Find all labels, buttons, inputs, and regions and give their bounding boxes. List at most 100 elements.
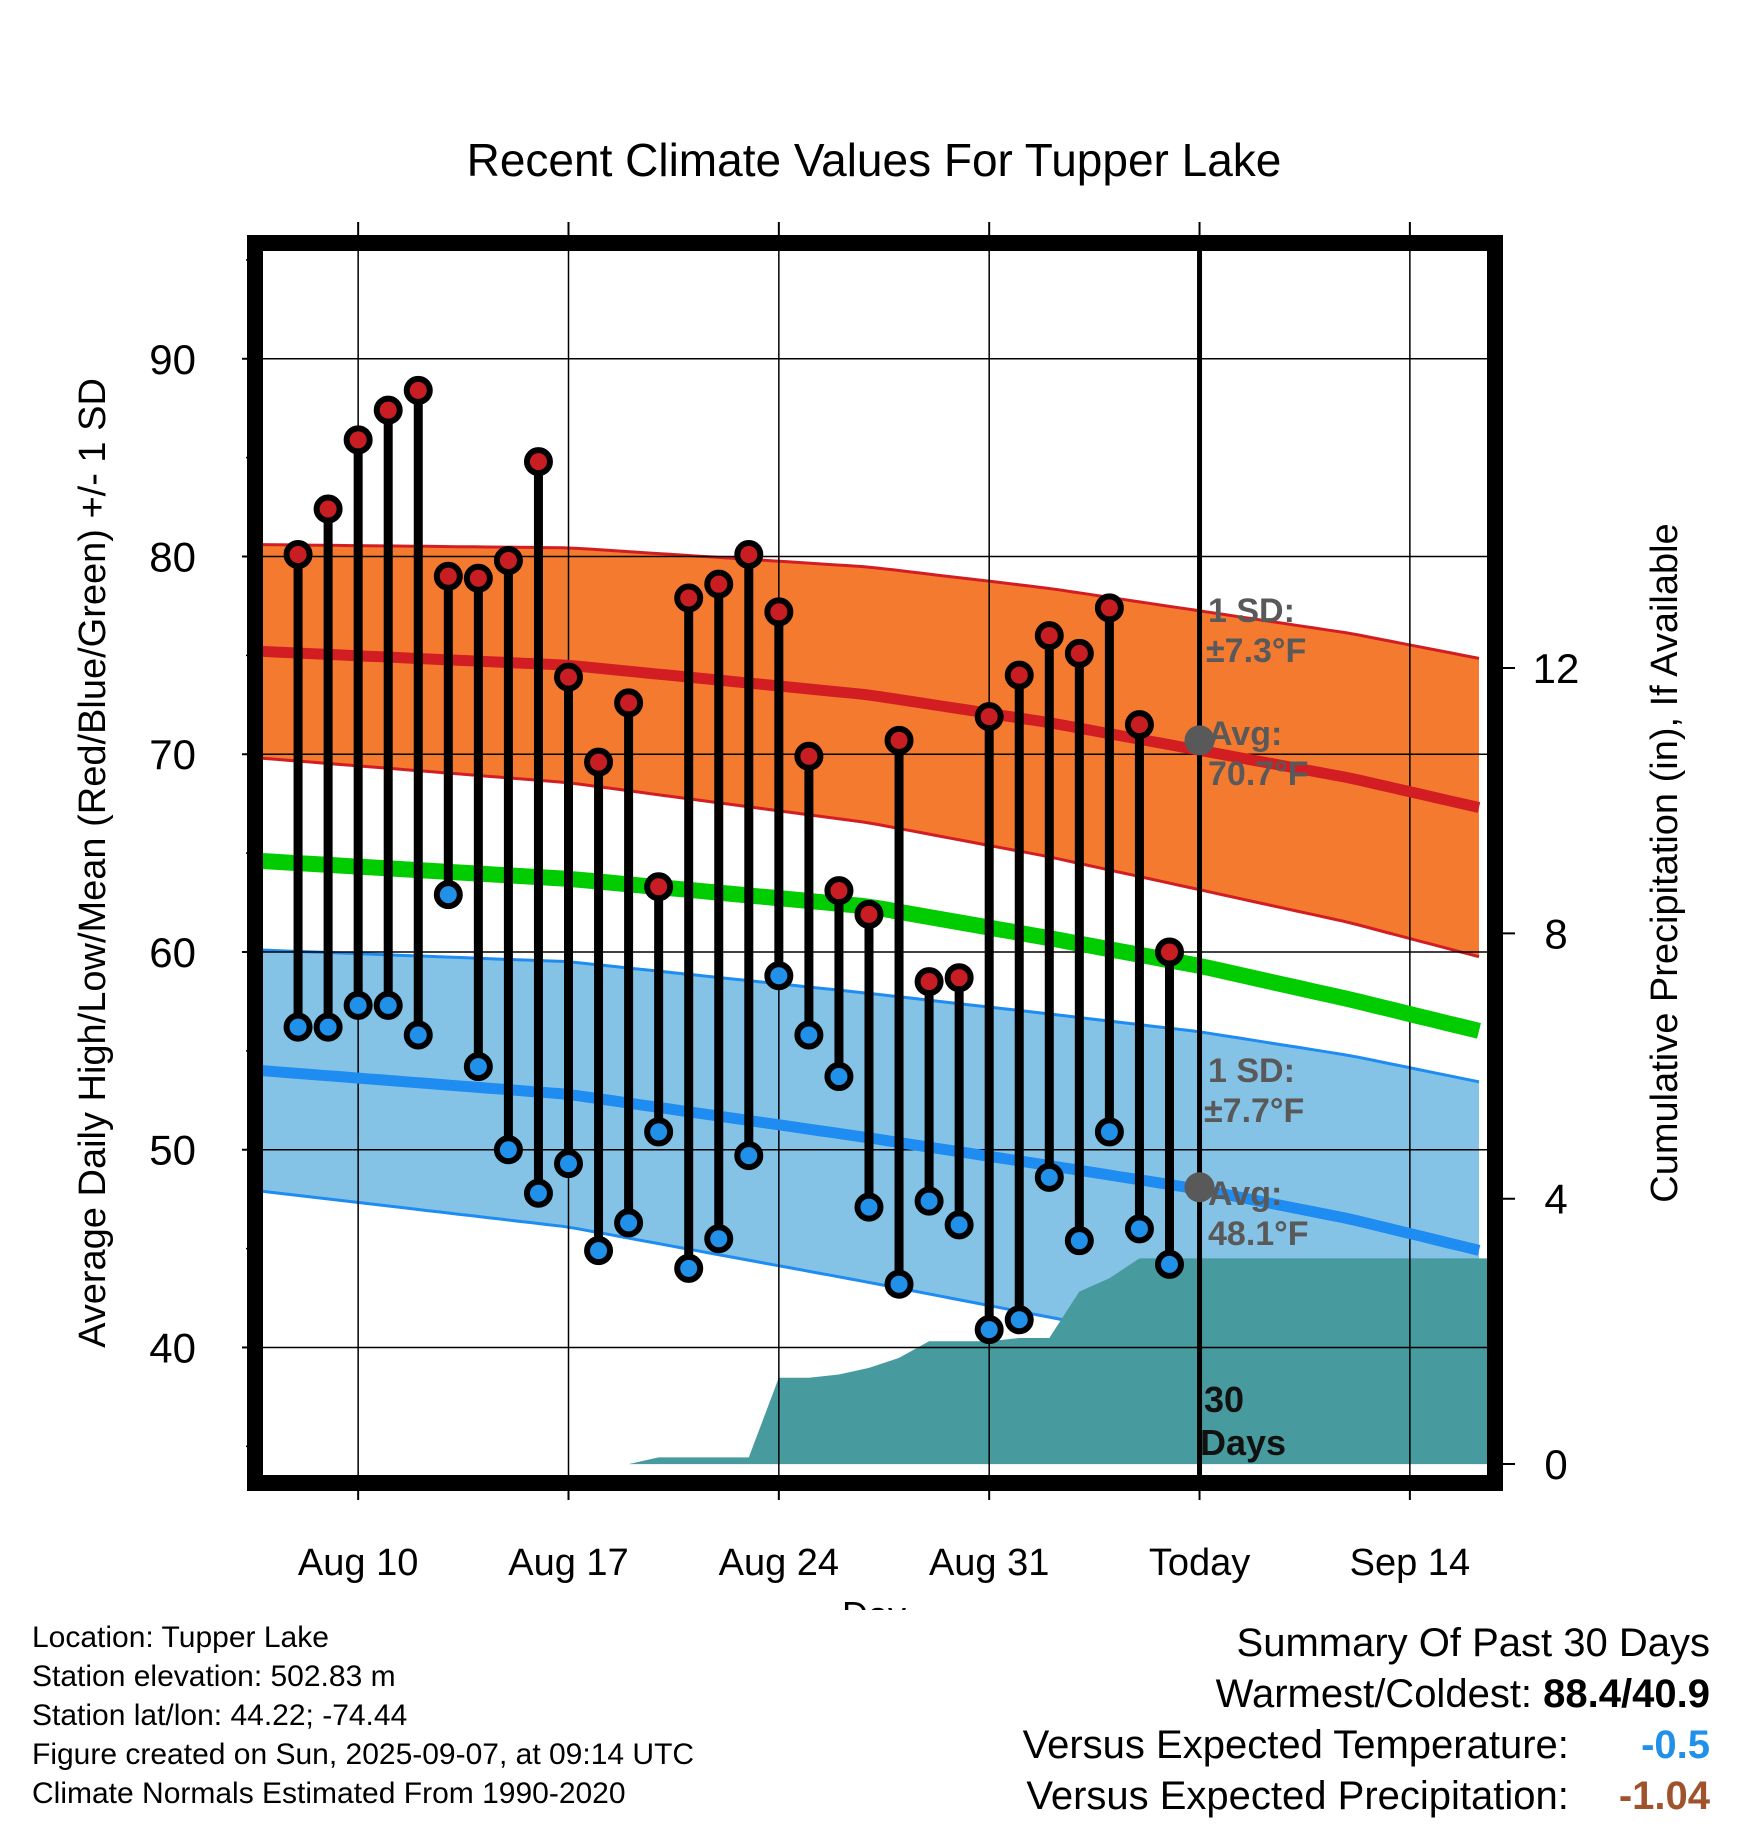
low-dot-32 [1034,1162,1064,1192]
low-dot-14 [493,1135,523,1165]
high-dot-9 [343,425,373,455]
high-dot-34 [1094,593,1124,623]
low-dot-30 [974,1315,1004,1345]
latlon-text: Station lat/lon: 44.22; -74.44 [32,1699,408,1732]
daily-range-stems [293,390,1174,1330]
high-dot-8 [313,494,343,524]
high-dot-22 [734,540,764,570]
summary-precip: Versus Expected Precipitation: -1.04 [1023,1771,1710,1822]
warm-cold-label: Warmest/Coldest: [1215,1672,1533,1716]
low-dot-24 [794,1020,824,1050]
avg-low-marker [1184,1172,1215,1203]
low-dot-17 [584,1236,614,1266]
precip-value: -1.04 [1618,1774,1710,1818]
low-dot-28 [914,1186,944,1216]
high-dot-23 [764,597,794,627]
normal-high-line [262,645,1481,813]
temp-label: Versus Expected Temperature: [1022,1723,1569,1767]
low-dot-31 [1004,1305,1034,1335]
y-tick-label-50: 50 [149,1127,196,1174]
y2-axis-label: Cumulative Precipitation (in), If Availa… [1644,523,1686,1202]
warm-cold-value: 88.4/40.9 [1543,1672,1710,1716]
high-dot-31 [1004,660,1034,690]
low-dot-27 [884,1269,914,1299]
low-dot-9 [343,990,373,1020]
high-dot-32 [1034,621,1064,651]
x-tick-label-9: Aug 10 [298,1542,418,1584]
high-dot-16 [554,662,583,692]
low-avg-value: 48.1°F [1208,1215,1309,1253]
y2-tick-label-4: 4 [1544,1176,1567,1223]
high-dot-15 [523,447,553,477]
low-dot-36 [1154,1249,1184,1279]
low-dot-22 [734,1141,764,1171]
precip-label: Versus Expected Precipitation: [1026,1774,1569,1818]
y-tick-label-40: 40 [149,1324,196,1371]
y2-tick-label-12: 12 [1533,645,1580,692]
summary-panel: Summary Of Past 30 Days Warmest/Coldest:… [1023,1618,1710,1822]
y2-tick-label-0: 0 [1544,1441,1567,1488]
y-tick-label-70: 70 [149,731,196,778]
high-dot-20 [674,583,704,613]
high-band-lower-edge [262,756,1480,959]
high-sd-label: 1 SD: [1208,592,1295,630]
plot-frame [247,235,1503,1491]
annotations: 1 SD: ±7.3°F Avg: 70.7°F 1 SD: ±7.7°F Av… [1200,592,1309,1463]
summary-warm-cold: Warmest/Coldest: 88.4/40.9 [1023,1669,1710,1720]
temp-value: -0.5 [1641,1723,1710,1767]
x-tick-label-37: Today [1149,1542,1250,1584]
summary-title: Summary Of Past 30 Days [1236,1621,1710,1665]
location-text: Location: Tupper Lake [32,1621,329,1654]
x-tick-label-44: Sep 14 [1350,1542,1470,1584]
summary-temp: Versus Expected Temperature: -0.5 [1023,1720,1710,1771]
high-dot-35 [1124,710,1154,740]
high-dot-28 [914,967,944,997]
low-dot-13 [463,1052,493,1082]
cumulative-precipitation-area [268,1258,1488,1465]
y-axis-left: 40 50 60 70 80 90 [149,259,255,1448]
period-label-number: 30 [1204,1379,1244,1420]
low-sd-label: 1 SD: [1208,1052,1295,1090]
low-dot-18 [614,1208,644,1238]
normals-text: Climate Normals Estimated From 1990-2020 [32,1777,626,1810]
low-dot-19 [644,1117,674,1147]
elevation-text: Station elevation: 502.83 m [32,1660,396,1693]
high-dot-11 [403,375,433,405]
low-dot-15 [523,1178,553,1208]
normal-high-sd-band [262,544,1479,957]
climate-chart: Recent Climate Values For Tupper Lake 1 … [72,134,1686,1610]
low-dot-34 [1094,1117,1124,1147]
high-band-upper-edge [262,543,1480,660]
y-tick-label-80: 80 [149,534,196,581]
x-tick-label-23: Aug 24 [719,1542,839,1584]
high-dot-27 [884,725,914,755]
low-dot-16 [554,1149,583,1179]
high-dot-19 [644,872,674,902]
low-dot-29 [944,1210,974,1240]
low-dot-21 [704,1224,734,1254]
x-axis-label: Day [842,1594,906,1610]
y-axis-right: 0 4 8 12 [1495,645,1579,1488]
low-dot-10 [373,990,403,1020]
high-sd-value: ±7.3°F [1206,632,1306,670]
x-axis: Aug 10 Aug 17 Aug 24 Aug 31 Today Sep 14 [298,222,1470,1584]
low-dot-25 [824,1062,854,1092]
x-tick-label-30: Aug 31 [929,1542,1049,1584]
high-dot-24 [794,741,824,771]
high-dot-10 [373,395,403,425]
low-dot-26 [854,1192,884,1222]
low-dot-35 [1124,1214,1154,1244]
created-text: Figure created on Sun, 2025-09-07, at 09… [32,1738,695,1771]
period-label-unit: Days [1200,1422,1286,1463]
low-dot-33 [1064,1226,1094,1256]
y2-tick-label-8: 8 [1544,910,1567,957]
high-dot-17 [584,747,614,777]
high-dot-21 [704,569,734,599]
low-dot-12 [433,880,463,910]
high-dot-18 [614,688,644,718]
low-sd-value: ±7.7°F [1204,1092,1304,1130]
plot-area [262,250,1488,1476]
station-info: Location: Tupper Lake Station elevation:… [32,1618,694,1813]
daily-dots [283,375,1184,1345]
high-dot-36 [1154,937,1184,967]
